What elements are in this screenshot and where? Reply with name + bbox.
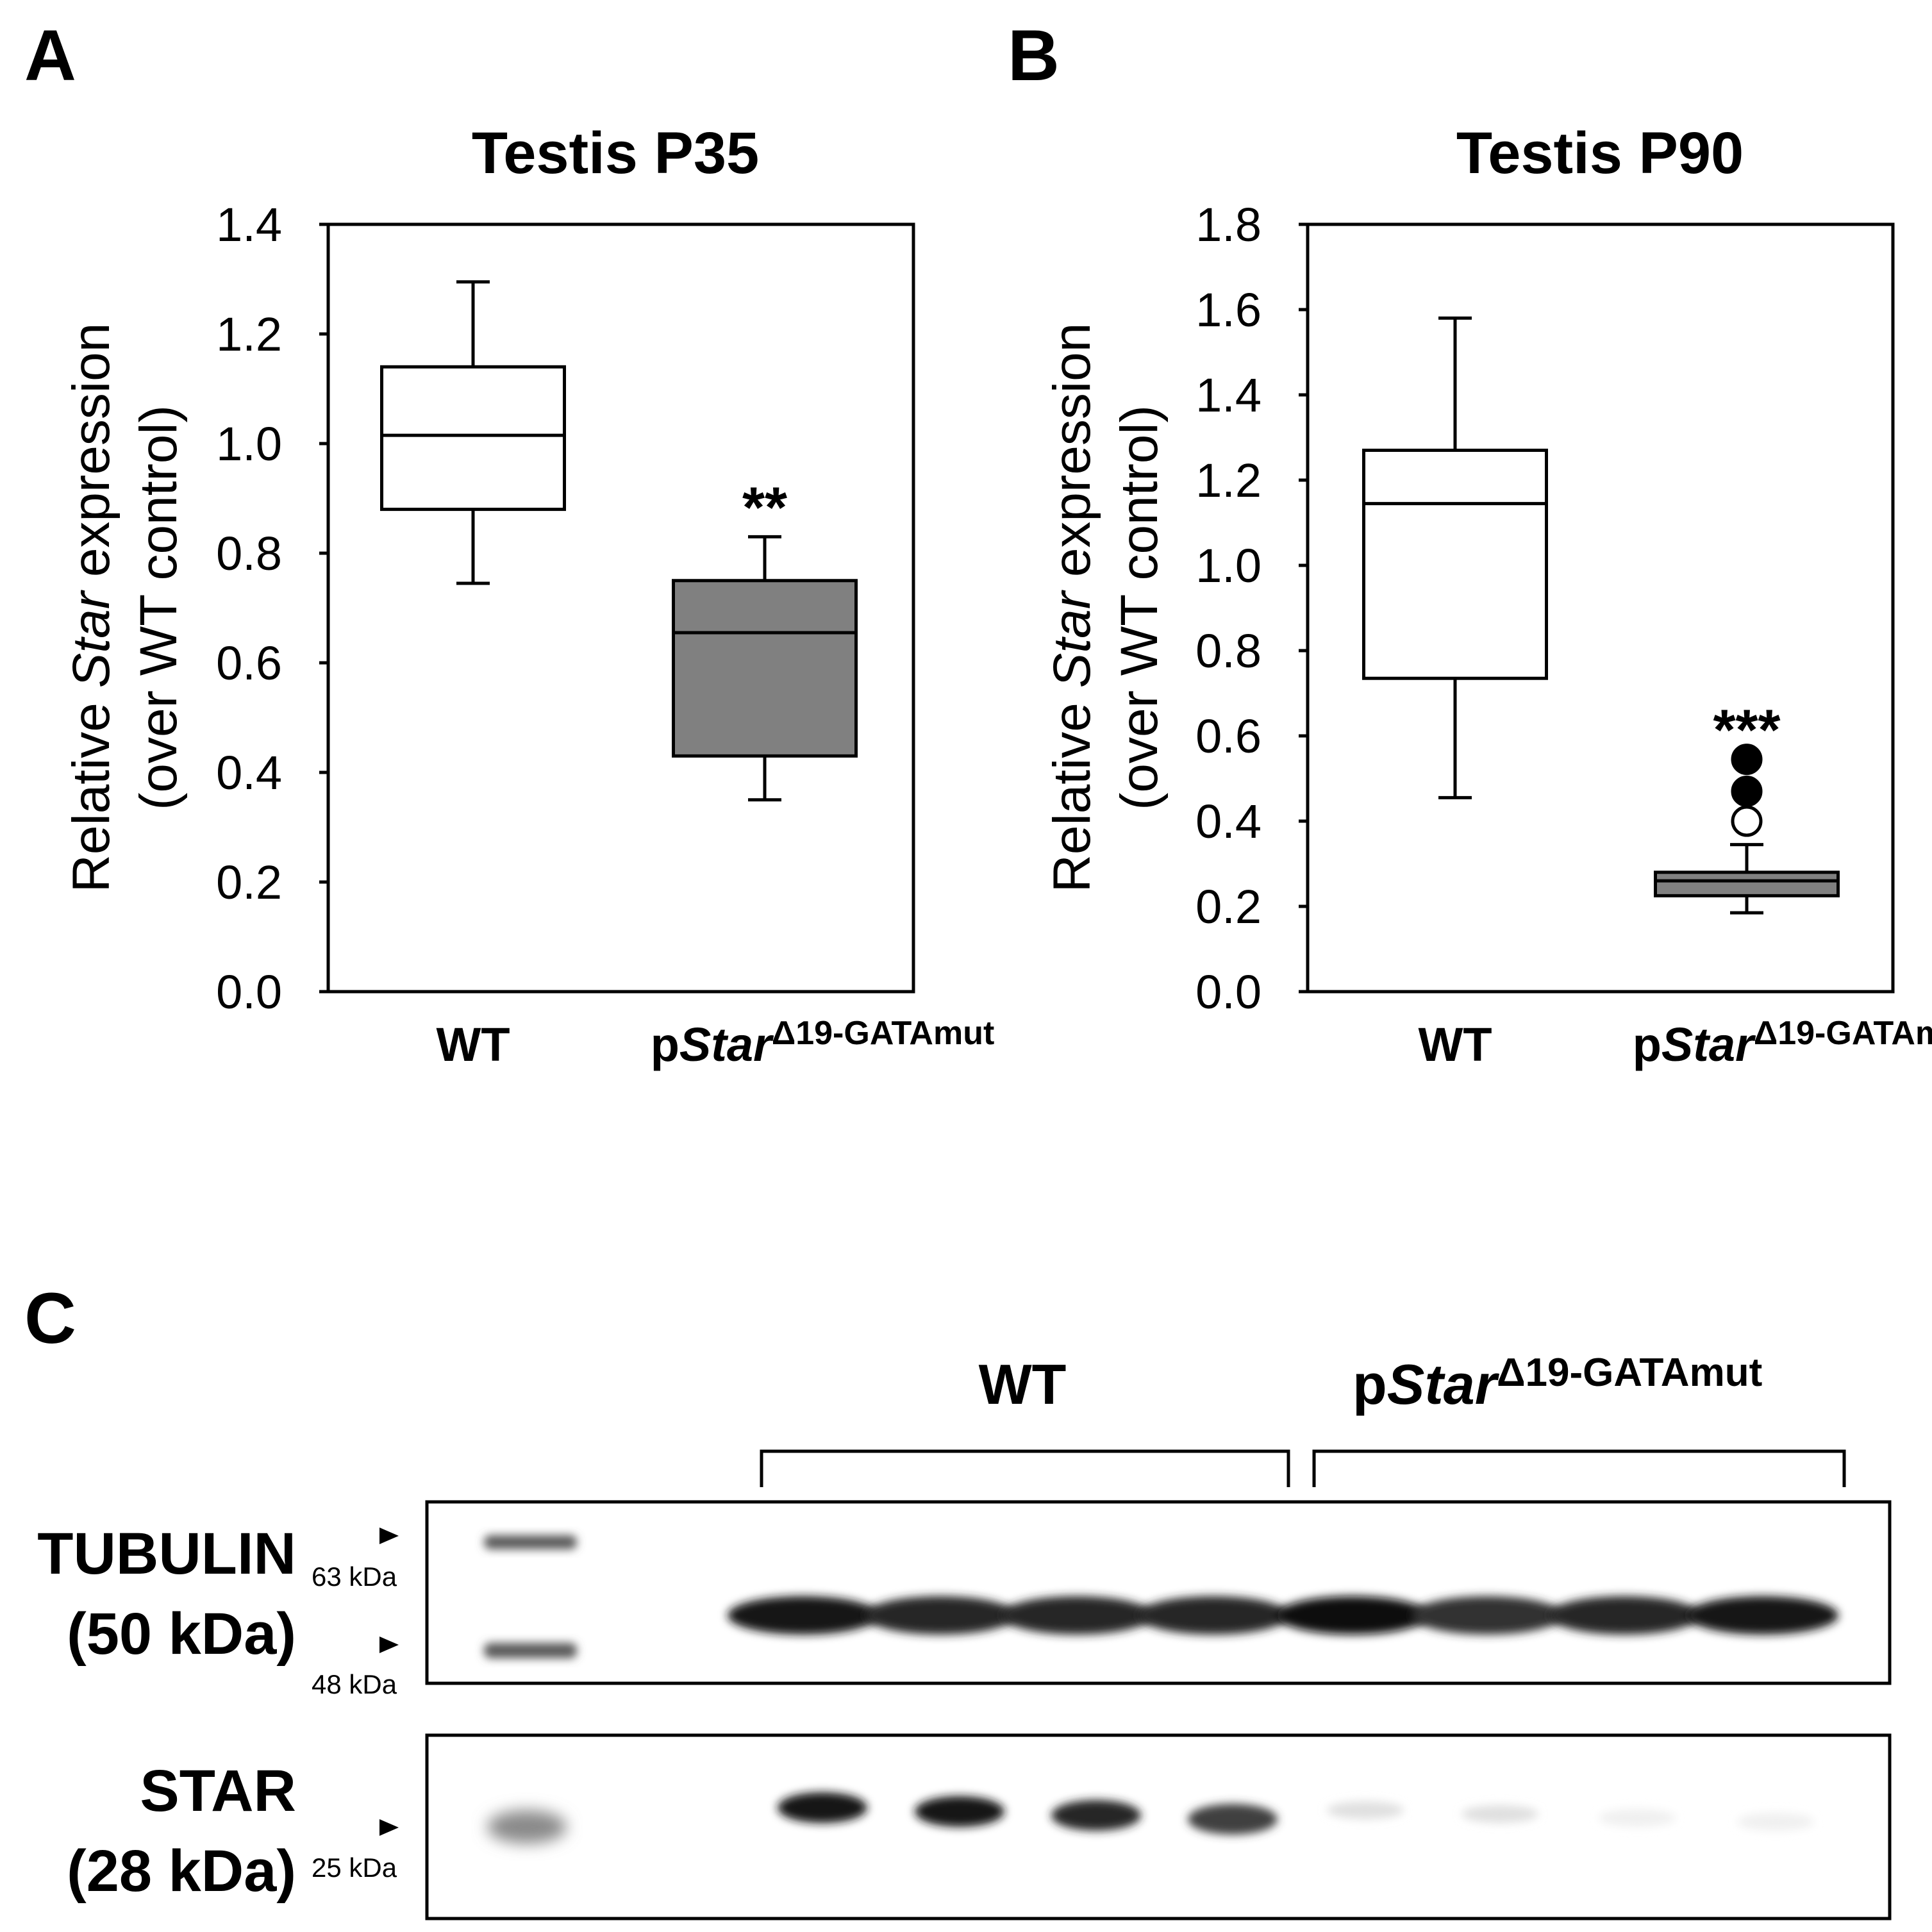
star-size-label: (28 kDa) [67,1838,296,1904]
y-tick-label: 0.2 [216,856,282,909]
blot-group-mut-label: pStarΔ19-GATAmut [1353,1351,1762,1416]
marker-48-label: 48 kDa [312,1669,397,1699]
panel-label-b: B [1008,15,1060,96]
y-tick-label: 1.4 [216,198,282,251]
chart-title: Testis P90 [1456,121,1744,186]
y-tick-label: 0.6 [1195,710,1262,763]
plot-frame [1306,222,1895,994]
box-plot-wt [380,280,566,585]
y-tick-label: 0.8 [216,527,282,580]
category-label: pStarΔ19-GATAmut [651,1015,995,1071]
y-axis-label-line2: (over WT control) [129,405,188,810]
tubulin-band [1138,1596,1289,1635]
star-label: STAR [140,1758,296,1824]
tubulin-band [1277,1596,1428,1635]
significance-marker: ** [742,476,787,540]
blot-group-wt-label: WT [979,1353,1067,1416]
tubulin-band [865,1596,1016,1635]
tubulin-band [728,1596,879,1635]
y-tick-label: 0.4 [1195,795,1262,848]
tubulin-band [1687,1596,1838,1635]
y-tick-label: 1.2 [216,308,282,361]
ladder-band-63 [484,1535,577,1549]
plot-frame [326,222,915,994]
box-iqr [672,579,858,758]
tubulin-size-label: (50 kDa) [67,1601,296,1667]
y-tick-label: 1.2 [1195,454,1262,507]
chart-title: Testis P35 [472,121,759,186]
star-band [1737,1813,1814,1831]
chart-testis-p90: Testis P90 0.0 0.2 0.4 0.6 0.8 1.0 1.2 1.4 1.6 1.8… [1043,121,1932,1071]
y-axis-label-line2: (over WT control) [1110,405,1169,810]
chart-testis-p35: Testis P35 0.0 0.2 0.4 0.6 0.8 1.0 1.2 1.4 Relati… [62,121,994,1071]
tubulin-band [1412,1596,1563,1635]
y-tick-label: 1.0 [216,417,282,471]
blot-panel-star [425,1733,1892,1920]
box-iqr [1654,870,1840,897]
significance-marker: *** [1713,699,1780,763]
y-tick-label: 1.0 [1195,539,1262,592]
y-tick-label: 0.8 [1195,624,1262,678]
y-tick-label: 0.6 [216,637,282,690]
ladder-band-25 [487,1810,567,1844]
y-tick-label: 1.8 [1195,198,1262,251]
y-tick-label: 0.0 [1195,965,1262,1019]
y-tick-label: 1.4 [1195,369,1262,422]
box-plot-mutant: *** [1654,699,1840,915]
tubulin-label: TUBULIN [37,1521,296,1586]
marker-arrow-48 [379,1636,399,1653]
star-band [1327,1801,1404,1819]
blot-panel-tubulin [425,1500,1892,1685]
tubulin-band [1001,1596,1153,1635]
star-band [1051,1800,1141,1831]
star-band [1188,1804,1278,1835]
y-tick-label: 0.2 [1195,880,1262,933]
box-plot-mutant: ** [672,476,858,802]
panel-label-c: C [24,1278,76,1358]
ladder-band-48 [484,1643,577,1658]
tubulin-band [1549,1596,1700,1635]
marker-63-label: 63 kDa [312,1561,397,1592]
blot-bracket-wt [760,1449,1290,1487]
y-axis-label-line1: Relative Star expression [62,323,121,893]
outlier-point [1731,744,1763,776]
y-tick-label: 0.0 [216,965,282,1019]
category-label: WT [1418,1018,1492,1071]
marker-25-label: 25 kDa [312,1853,397,1883]
star-band [1461,1805,1538,1823]
y-axis-label-line1: Relative Star expression [1043,323,1101,893]
y-tick-label: 1.6 [1195,283,1262,337]
box-plot-wt [1362,316,1548,799]
box-iqr [1362,448,1548,680]
marker-arrow-63 [379,1528,399,1544]
star-band [915,1796,1004,1827]
category-label: WT [436,1018,510,1071]
western-blot: WT pStarΔ19-GATAmut TUBULIN (50 kDa) STA… [37,1351,1892,1920]
star-band [778,1792,867,1823]
star-band [1599,1809,1676,1827]
box-iqr [380,365,566,512]
category-label: pStarΔ19-GATAmut [1633,1015,1932,1071]
marker-arrow-25 [379,1819,399,1836]
outlier-point [1731,775,1763,807]
outlier-point [1731,805,1763,837]
panel-label-a: A [24,15,76,96]
y-tick-label: 0.4 [216,746,282,799]
blot-bracket-mut [1312,1449,1846,1487]
